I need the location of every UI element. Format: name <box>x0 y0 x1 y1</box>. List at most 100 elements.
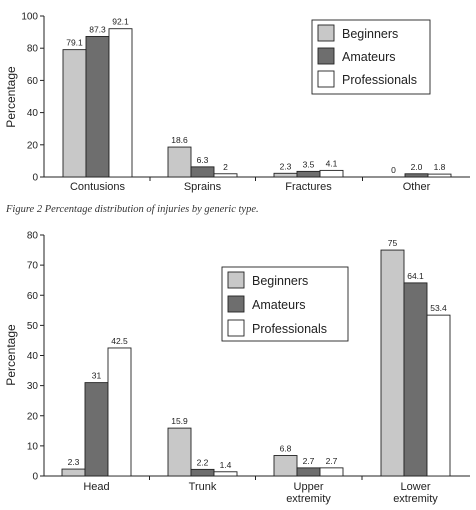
bar-beginners-upper-extremity <box>273 455 298 477</box>
data-label-beginners-trunk: 15.9 <box>171 416 188 426</box>
x-category-label-line: Contusions <box>70 181 126 193</box>
bar-beginners-trunk <box>167 427 192 477</box>
x-category-label-contusions: Contusions <box>70 181 126 193</box>
figure-caption: Figure 2 Percentage distribution of inju… <box>5 204 259 215</box>
legend-swatch-amateurs <box>227 295 245 313</box>
bar-amateurs-trunk <box>190 468 215 477</box>
y-tick-label: 0 <box>32 472 38 483</box>
legend-label-amateurs: Amateurs <box>252 298 306 312</box>
x-category-label-line: Trunk <box>189 481 217 493</box>
data-label-beginners-head: 2.3 <box>68 457 80 467</box>
bar-amateurs-fractures <box>296 170 321 178</box>
y-tick-label: 0 <box>32 173 38 184</box>
x-category-label-line: Other <box>403 181 431 193</box>
x-category-label-line: Upper <box>294 481 324 493</box>
bar-amateurs-other <box>404 173 429 178</box>
data-label-beginners-contusions: 79.1 <box>66 38 83 48</box>
x-category-label-upper-extremity: Upper extremity <box>286 481 331 505</box>
data-label-professionals-other: 1.8 <box>434 162 446 172</box>
x-category-label-line: Lower <box>401 481 431 493</box>
x-category-label-line: Sprains <box>184 181 222 193</box>
data-label-amateurs-other: 2.0 <box>411 162 423 172</box>
x-category-label-head: Head <box>83 481 109 493</box>
y-tick-label: 70 <box>27 261 39 272</box>
x-category-label-trunk: Trunk <box>189 481 217 493</box>
bar-professionals-contusions <box>108 28 133 178</box>
legend-label-professionals: Professionals <box>342 73 417 87</box>
legend-label-professionals: Professionals <box>252 322 327 336</box>
y-axis-label: Percentage <box>4 324 18 386</box>
y-tick-label: 60 <box>27 76 39 87</box>
data-label-beginners-upper-extremity: 6.8 <box>280 444 292 454</box>
legend-swatch-professionals <box>227 319 245 337</box>
data-label-professionals-head: 42.5 <box>111 336 128 346</box>
data-label-professionals-contusions: 92.1 <box>112 17 129 27</box>
data-label-beginners-lower-extremity: 75 <box>388 238 398 248</box>
y-tick-label: 30 <box>27 381 39 392</box>
data-label-amateurs-head: 31 <box>92 371 102 381</box>
data-label-amateurs-trunk: 2.2 <box>197 457 209 467</box>
data-label-professionals-sprains: 2 <box>223 162 228 172</box>
y-tick-label: 100 <box>21 12 38 23</box>
data-label-amateurs-lower-extremity: 64.1 <box>407 271 424 281</box>
legend-swatch-beginners <box>227 271 245 289</box>
y-tick-label: 80 <box>27 44 39 55</box>
y-tick-label: 10 <box>27 441 39 452</box>
bar-amateurs-head <box>84 382 109 477</box>
data-label-professionals-trunk: 1.4 <box>220 460 232 470</box>
y-tick-label: 20 <box>27 411 39 422</box>
bar-beginners-lower-extremity <box>380 249 405 477</box>
legend-label-amateurs: Amateurs <box>342 50 396 64</box>
x-category-label-line: Fractures <box>285 181 332 193</box>
bar-amateurs-upper-extremity <box>296 467 321 477</box>
x-category-label-line: extremity <box>393 493 438 505</box>
legend: Beginners Amateurs Professionals <box>221 266 349 342</box>
bar-beginners-head <box>61 468 86 477</box>
data-label-amateurs-fractures: 3.5 <box>303 159 315 169</box>
data-label-professionals-upper-extremity: 2.7 <box>326 456 338 466</box>
data-label-amateurs-contusions: 87.3 <box>89 24 106 34</box>
bar-amateurs-contusions <box>85 35 110 178</box>
x-category-label-line: extremity <box>286 493 331 505</box>
y-tick-label: 80 <box>27 231 39 242</box>
bar-beginners-sprains <box>167 146 192 178</box>
y-tick-label: 60 <box>27 291 39 302</box>
data-label-amateurs-upper-extremity: 2.7 <box>303 456 315 466</box>
bar-professionals-lower-extremity <box>426 314 451 477</box>
chart-injuries-by-type: 020406080100PercentageContusions79.187.3… <box>4 12 470 193</box>
data-label-beginners-other: 0 <box>391 165 396 175</box>
legend-swatch-beginners <box>317 24 335 42</box>
x-category-label-line: Head <box>83 481 109 493</box>
x-category-label-other: Other <box>403 181 431 193</box>
data-label-beginners-fractures: 2.3 <box>280 161 292 171</box>
x-category-label-sprains: Sprains <box>184 181 222 193</box>
bar-professionals-fractures <box>319 169 344 178</box>
legend-swatch-amateurs <box>317 47 335 65</box>
bar-beginners-fractures <box>273 172 298 178</box>
y-axis-label: Percentage <box>4 66 18 128</box>
y-tick-label: 40 <box>27 108 39 119</box>
legend-label-beginners: Beginners <box>342 27 398 41</box>
bar-professionals-sprains <box>213 173 238 178</box>
y-tick-label: 40 <box>27 351 39 362</box>
bar-professionals-head <box>107 347 132 477</box>
data-label-professionals-lower-extremity: 53.4 <box>430 303 447 313</box>
data-label-beginners-sprains: 18.6 <box>171 135 188 145</box>
bar-professionals-other <box>427 173 452 178</box>
legend-label-beginners: Beginners <box>252 274 308 288</box>
y-tick-label: 20 <box>27 140 39 151</box>
bar-amateurs-lower-extremity <box>403 282 428 477</box>
bar-professionals-trunk <box>213 471 238 477</box>
x-category-label-fractures: Fractures <box>285 181 332 193</box>
chart-injuries-by-location: 0 10 20 30 40 50 60 70 80 Percentage Head 2.3 31 42.5… <box>4 231 470 505</box>
bar-beginners-contusions <box>62 49 87 178</box>
bar-professionals-upper-extremity <box>319 467 344 477</box>
data-label-amateurs-sprains: 6.3 <box>197 155 209 165</box>
bar-amateurs-sprains <box>190 166 215 178</box>
y-tick-label: 50 <box>27 321 39 332</box>
legend-swatch-professionals <box>317 70 335 88</box>
legend: Beginners Amateurs Professionals <box>311 19 431 95</box>
x-category-label-lower-extremity: Lower extremity <box>393 481 438 505</box>
data-label-professionals-fractures: 4.1 <box>326 158 338 168</box>
